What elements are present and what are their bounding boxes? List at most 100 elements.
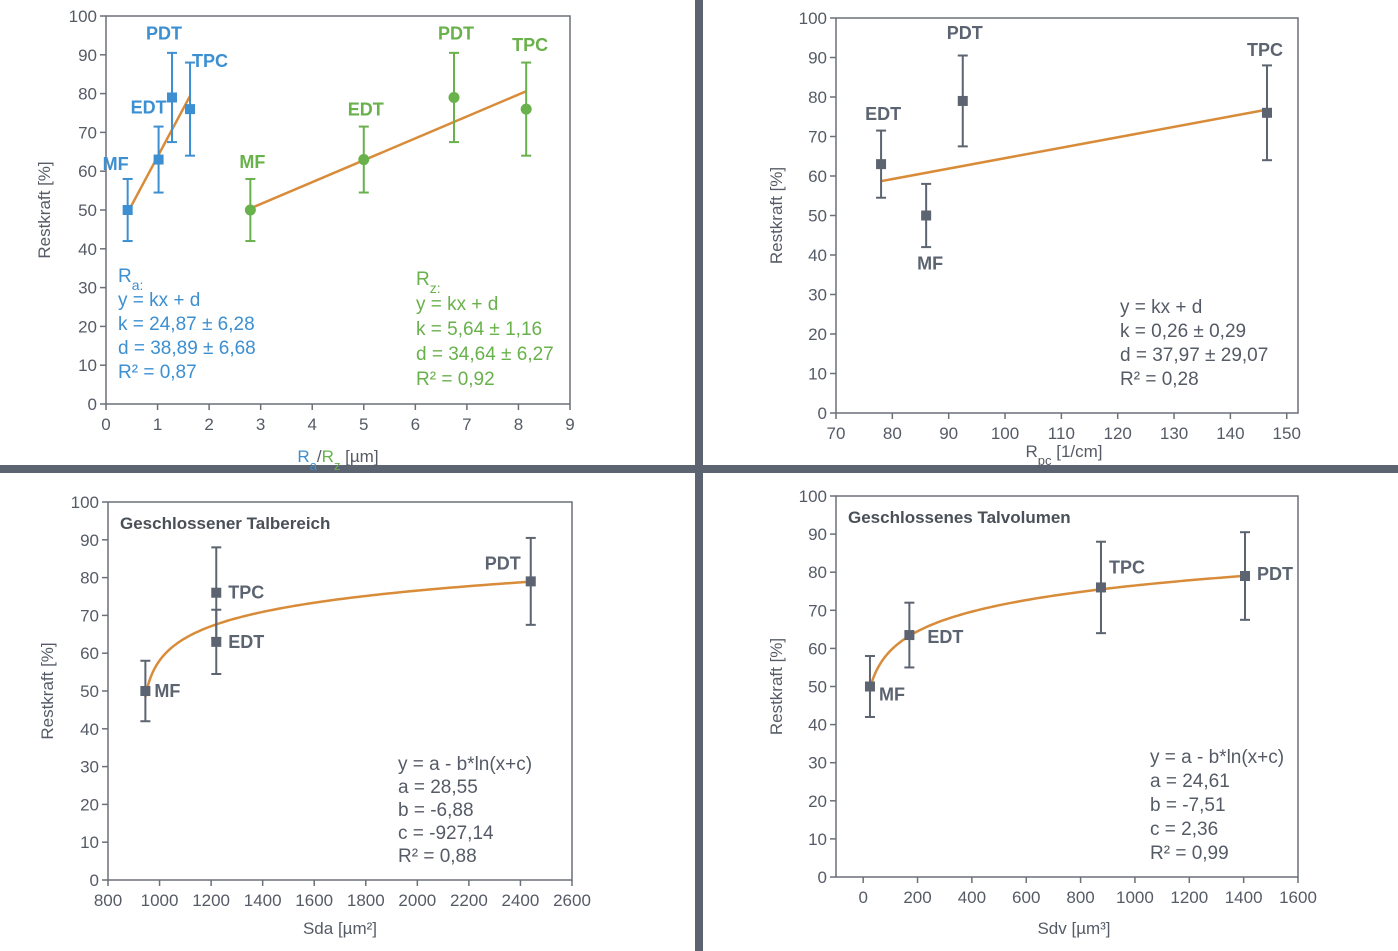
point-label: MF <box>917 254 943 274</box>
point-label: EDT <box>131 98 167 118</box>
x-tick-label: 1600 <box>295 891 333 910</box>
equation-line: R² = 0,88 <box>398 846 477 867</box>
point-label: EDT <box>348 100 384 120</box>
x-tick-label: 7 <box>462 415 471 434</box>
equation-line: y = a - b*ln(x+c) <box>398 754 532 775</box>
y-tick-label: 70 <box>78 123 97 142</box>
data-point <box>525 576 536 587</box>
equation-line: R² = 0,92 <box>416 369 495 390</box>
equation-line: d = 34,64 ± 6,27 <box>416 344 554 365</box>
fit-line <box>880 108 1268 183</box>
y-tick-label: 40 <box>808 246 827 265</box>
x-tick-label: 1000 <box>1116 888 1154 907</box>
equation-title-part: a: <box>132 277 144 293</box>
x-tick-label: 400 <box>958 888 986 907</box>
x-tick-label: 200 <box>903 888 931 907</box>
y-tick-label: 70 <box>80 606 99 625</box>
x-tick-label: 90 <box>939 424 958 443</box>
x-tick-label: 2 <box>204 415 213 434</box>
x-tick-label: 150 <box>1273 424 1301 443</box>
x-axis-label-part: pc <box>1038 453 1052 468</box>
y-tick-label: 90 <box>78 46 97 65</box>
y-axis-label: Restkraft [%] <box>767 167 786 264</box>
equation-line: d = 37,97 ± 29,07 <box>1120 345 1268 366</box>
equation-line: c = -927,14 <box>398 823 494 844</box>
y-tick-label: 100 <box>71 493 99 512</box>
y-tick-label: 90 <box>808 525 827 544</box>
y-axis-label: Restkraft [%] <box>35 161 54 258</box>
x-tick-label: 3 <box>256 415 265 434</box>
y-tick-label: 40 <box>78 240 97 259</box>
x-tick-label: 8 <box>514 415 523 434</box>
x-tick-label: 2600 <box>553 891 591 910</box>
x-axis-label-part: z <box>334 458 341 473</box>
y-axis-label: Restkraft [%] <box>38 642 57 739</box>
point-label: PDT <box>947 23 983 43</box>
equation-line: c = 2,36 <box>1150 819 1218 840</box>
x-tick-label: 600 <box>1012 888 1040 907</box>
point-label: EDT <box>927 627 963 647</box>
y-tick-label: 60 <box>78 162 97 181</box>
point-label: EDT <box>865 104 901 124</box>
x-tick-label: 6 <box>411 415 420 434</box>
data-point <box>140 686 151 696</box>
x-tick-label: 800 <box>1066 888 1094 907</box>
y-tick-label: 100 <box>799 487 827 506</box>
x-axis-label-part: [1/cm] <box>1052 442 1103 461</box>
data-point <box>166 92 177 103</box>
x-axis-label: Sda [µm²] <box>303 919 377 938</box>
y-tick-label: 0 <box>88 395 97 414</box>
y-tick-label: 80 <box>80 569 99 588</box>
x-tick-label: 1800 <box>347 891 385 910</box>
point-label: MF <box>103 154 129 174</box>
vertical-divider <box>695 0 703 951</box>
y-tick-label: 20 <box>78 317 97 336</box>
x-tick-label: 4 <box>307 415 316 434</box>
fit-curve <box>144 580 531 698</box>
point-label: TPC <box>228 583 264 603</box>
y-tick-label: 50 <box>808 207 827 226</box>
y-tick-label: 50 <box>808 678 827 697</box>
x-axis-label-part: a <box>310 458 318 473</box>
equation-line: y = kx + d <box>118 290 200 311</box>
x-tick-label: 1400 <box>1225 888 1263 907</box>
y-tick-label: 80 <box>78 85 97 104</box>
x-tick-label: 80 <box>883 424 902 443</box>
equation-line: k = 24,87 ± 6,28 <box>118 314 255 335</box>
equation-line: y = kx + d <box>1120 297 1202 318</box>
y-tick-label: 80 <box>808 563 827 582</box>
x-tick-label: 1600 <box>1279 888 1317 907</box>
point-label: MF <box>154 681 180 701</box>
equation-line: R² = 0,99 <box>1150 843 1229 864</box>
data-point <box>448 91 460 103</box>
x-axis-label: Rpc [1/cm] <box>1025 442 1102 468</box>
data-point <box>520 103 532 115</box>
x-tick-label: 2400 <box>502 891 540 910</box>
y-tick-label: 10 <box>78 356 97 375</box>
x-axis-label: Sdv [µm³] <box>1037 919 1110 938</box>
data-point <box>876 159 887 170</box>
y-tick-label: 30 <box>808 286 827 305</box>
point-label: TPC <box>512 35 548 55</box>
data-point <box>1262 107 1273 118</box>
x-tick-label: 2000 <box>398 891 436 910</box>
horizontal-divider <box>0 465 1398 473</box>
x-tick-label: 0 <box>858 888 867 907</box>
data-point <box>1095 582 1106 593</box>
equation-line: R² = 0,87 <box>118 362 197 383</box>
data-point <box>957 95 968 106</box>
chart-title: Geschlossener Talbereich <box>120 514 330 533</box>
x-axis-label-part: R <box>322 447 334 466</box>
x-tick-label: 1200 <box>1170 888 1208 907</box>
chart-rpc: 0 10 20 30 40 50 60 70 80 90 100 70 80 90 100 110 120 130… <box>767 9 1301 468</box>
equation-line: b = -7,51 <box>1150 795 1226 816</box>
y-tick-label: 0 <box>90 871 99 890</box>
data-point <box>244 204 256 216</box>
y-tick-label: 40 <box>808 716 827 735</box>
x-tick-label: 0 <box>101 415 110 434</box>
x-tick-label: 100 <box>991 424 1019 443</box>
point-label: MF <box>239 152 265 172</box>
chart-title: Geschlossenes Talvolumen <box>848 508 1071 527</box>
equation-title-part: R <box>416 269 430 290</box>
fit-curve <box>868 574 1246 689</box>
